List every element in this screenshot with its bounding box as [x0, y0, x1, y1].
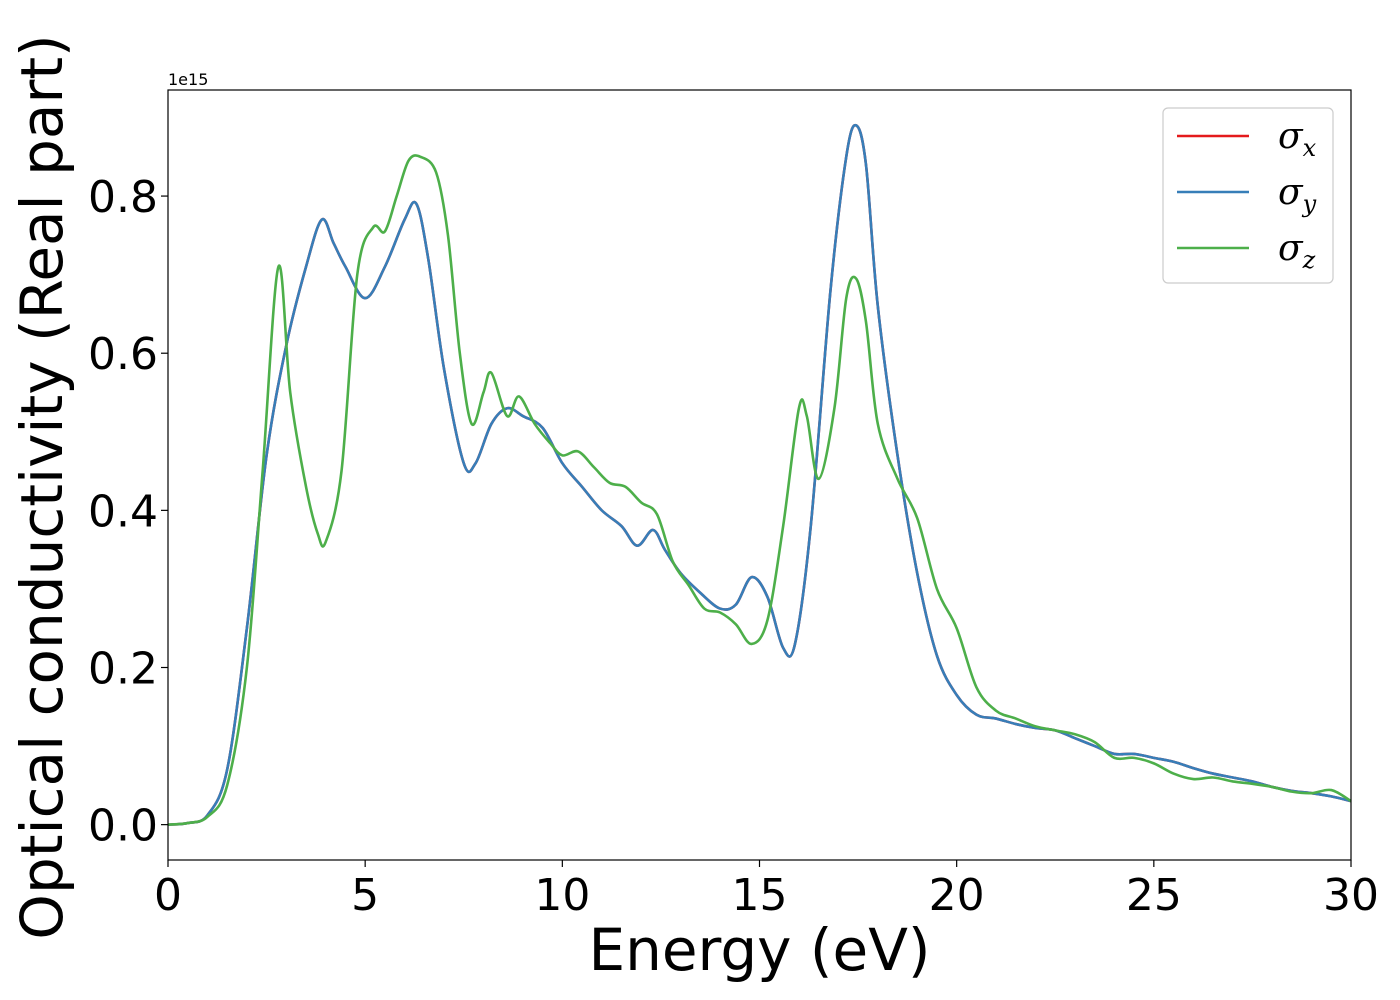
- x-tick-label: 5: [351, 870, 379, 921]
- y-offset-label: 1e15: [168, 70, 208, 89]
- legend-box: [1162, 107, 1334, 284]
- series-line-z: [168, 154, 1351, 826]
- legend-label-z: σz: [1278, 228, 1316, 274]
- y-axis-label: Optical conductivity (Real part): [8, 34, 76, 939]
- x-tick-label: 0: [154, 870, 182, 921]
- legend-label-y: σy: [1278, 172, 1317, 218]
- series-line-y: [168, 123, 1351, 826]
- legend: σx σy σz: [1162, 107, 1334, 284]
- x-tick-label: 20: [929, 870, 985, 921]
- x-ticks: 0 5 10 15 20 25 30: [154, 860, 1379, 921]
- y-tick-label: 0.6: [88, 329, 158, 380]
- y-ticks: 0.0 0.2 0.4 0.6 0.8: [88, 172, 168, 852]
- y-tick-label: 0.2: [88, 644, 158, 695]
- plot-layer: [168, 123, 1351, 826]
- x-tick-label: 25: [1126, 870, 1182, 921]
- x-tick-label: 30: [1323, 870, 1379, 921]
- x-axis-label: Energy (eV): [588, 916, 930, 984]
- y-tick-label: 0.0: [88, 801, 158, 852]
- x-tick-label: 10: [534, 870, 590, 921]
- y-tick-label: 0.4: [88, 486, 158, 537]
- y-tick-label: 0.8: [88, 172, 158, 223]
- x-tick-label: 15: [732, 870, 788, 921]
- legend-label-x: σx: [1278, 116, 1317, 162]
